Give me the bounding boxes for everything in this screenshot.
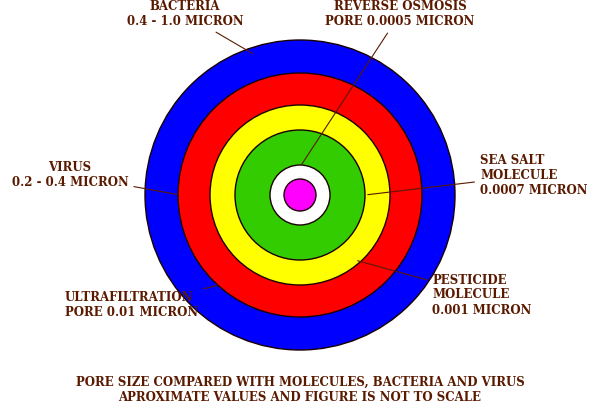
Text: PORE SIZE COMPARED WITH MOLECULES, BACTERIA AND VIRUS
APROXIMATE VALUES AND FIGU: PORE SIZE COMPARED WITH MOLECULES, BACTE… — [76, 376, 524, 404]
Text: SEA SALT
MOLECULE
0.0007 MICRON: SEA SALT MOLECULE 0.0007 MICRON — [368, 153, 587, 196]
Circle shape — [145, 40, 455, 350]
Circle shape — [235, 130, 365, 260]
Text: REVERSE OSMOSIS
PORE 0.0005 MICRON: REVERSE OSMOSIS PORE 0.0005 MICRON — [302, 0, 475, 165]
Text: VIRUS
0.2 - 0.4 MICRON: VIRUS 0.2 - 0.4 MICRON — [11, 161, 177, 194]
Text: ULTRAFILTRATION
PORE 0.01 MICRON: ULTRAFILTRATION PORE 0.01 MICRON — [65, 286, 217, 319]
Text: PESTICIDE
MOLECULE
0.001 MICRON: PESTICIDE MOLECULE 0.001 MICRON — [358, 261, 532, 317]
Circle shape — [270, 165, 330, 225]
Text: BACTERIA
0.4 - 1.0 MICRON: BACTERIA 0.4 - 1.0 MICRON — [127, 0, 253, 54]
Circle shape — [210, 105, 390, 285]
Circle shape — [284, 179, 316, 211]
Circle shape — [178, 73, 422, 317]
